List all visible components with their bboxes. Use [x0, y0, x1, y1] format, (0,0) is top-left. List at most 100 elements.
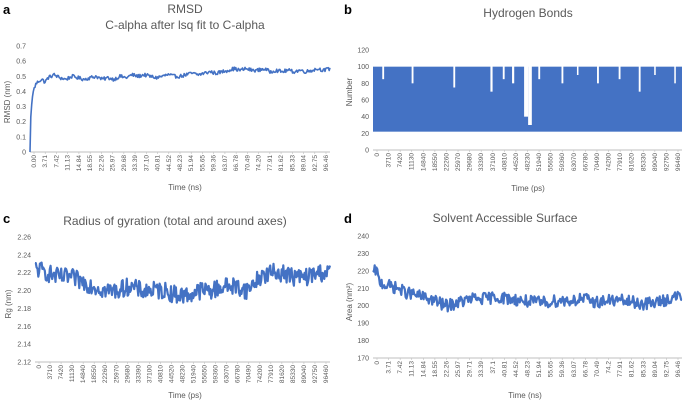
y-tick-label: 2.12: [17, 360, 31, 367]
x-tick-label: 22.26: [443, 361, 450, 378]
x-tick-label: 59.36: [211, 155, 218, 172]
hbond-gap: [502, 66, 505, 80]
panel-b-axes: 0 20 40 60 80 100 120 0 3710 7420 11130 14840 18550 2…: [357, 48, 682, 171]
x-tick-label: 85.33: [289, 155, 296, 172]
panel-b: b Hydrogen Bonds Number Time (ps) 0 20 40 6…: [344, 2, 682, 193]
x-tick-label: 25970: [455, 153, 462, 171]
panel-d-xlabel: Time (ns): [508, 391, 542, 400]
hbond-gap: [528, 66, 532, 125]
x-tick-label: 14840: [80, 365, 87, 383]
series-line: [34, 261, 332, 304]
hbond-gap: [618, 66, 621, 80]
x-tick-label: 92.75: [663, 361, 670, 378]
x-tick-label: 70.49: [244, 155, 251, 172]
y-tick-label: 2.14: [17, 342, 31, 349]
x-tick-label: 7.42: [397, 361, 404, 374]
x-tick-label: 33.39: [132, 155, 139, 172]
panel-b-label: b: [344, 2, 352, 17]
panel-a-subtitle: C-alpha after lsq fit to C-alpha: [105, 18, 265, 32]
panel-d-ylabel: Area (nm²): [345, 283, 354, 322]
x-tick-label: 37.10: [143, 155, 150, 172]
x-tick-label: 81.62: [278, 155, 285, 172]
x-tick-label: 0: [374, 153, 381, 157]
x-tick-label: 40810: [157, 365, 164, 383]
x-tick-label: 48230: [180, 365, 187, 383]
y-tick-label: 0.1: [16, 134, 26, 141]
y-tick-label: 190: [357, 321, 369, 328]
x-tick-label: 11.13: [409, 361, 416, 377]
panel-d-label: d: [344, 211, 352, 226]
x-tick-label: 7420: [397, 153, 404, 168]
y-tick-label: 0.7: [16, 44, 26, 51]
x-tick-label: 29680: [467, 153, 474, 171]
x-tick-label: 77910: [268, 365, 275, 383]
x-tick-label: 66780: [235, 365, 242, 383]
x-tick-label: 96.46: [323, 155, 330, 172]
series-line: [29, 66, 331, 153]
panel-c-label: c: [3, 211, 10, 226]
x-tick-label: 51940: [536, 153, 543, 171]
x-tick-label: 63070: [571, 153, 578, 171]
panel-d: d Solvent Accessible Surface Area (nm²) …: [344, 211, 683, 400]
y-tick-label: 60: [361, 98, 369, 105]
x-tick-label: 51940: [191, 365, 198, 383]
x-tick-label: 66.78: [233, 155, 240, 172]
x-tick-label: 48230: [525, 153, 532, 171]
hbond-gap: [597, 66, 599, 84]
x-tick-label: 37100: [490, 153, 497, 171]
x-tick-label: 37.1: [490, 361, 497, 374]
x-tick-label: 18550: [91, 365, 98, 383]
hbond-gap: [382, 66, 385, 80]
y-tick-label: 230: [357, 251, 369, 258]
x-tick-label: 14.84: [76, 155, 83, 172]
x-tick-label: 89.04: [301, 155, 308, 172]
hbond-gap: [561, 66, 564, 84]
x-tick-label: 92750: [663, 153, 670, 171]
x-tick-label: 18550: [432, 153, 439, 171]
hbond-gap: [638, 66, 641, 92]
x-tick-label: 81.62: [629, 361, 636, 378]
x-tick-label: 63.07: [222, 155, 229, 172]
y-tick-label: 2.18: [17, 306, 31, 313]
x-tick-label: 85330: [290, 365, 297, 383]
x-tick-label: 3.71: [386, 361, 393, 374]
x-tick-label: 33.39: [478, 361, 485, 378]
x-tick-label: 59360: [559, 153, 566, 171]
x-tick-label: 70490: [246, 365, 253, 383]
x-tick-label: 18.55: [87, 155, 94, 172]
y-tick-label: 0.6: [16, 59, 26, 66]
panel-a-title: RMSD: [167, 2, 203, 16]
hbond-gap: [411, 66, 414, 84]
x-tick-label: 85.33: [640, 361, 647, 378]
hbond-gap: [490, 66, 493, 92]
y-tick-label: 20: [361, 131, 369, 138]
y-tick-label: 80: [361, 81, 369, 88]
y-tick-label: 180: [357, 338, 369, 345]
x-tick-label: 11130: [69, 365, 76, 382]
y-tick-label: 120: [357, 48, 369, 55]
x-tick-label: 92.75: [312, 155, 319, 172]
hbond-gap: [524, 66, 529, 117]
panel-a-label: a: [3, 2, 11, 17]
x-tick-label: 25.97: [110, 155, 117, 172]
y-tick-label: 0: [22, 150, 26, 157]
x-tick-label: 22.26: [98, 155, 105, 172]
x-tick-label: 85330: [640, 153, 647, 171]
y-tick-label: 200: [357, 303, 369, 310]
x-tick-label: 51.94: [536, 361, 543, 378]
x-tick-label: 66.78: [582, 361, 589, 378]
y-tick-label: 0.2: [16, 119, 26, 126]
panel-a-ylabel: RMSD (nm): [3, 81, 12, 124]
panel-b-plot: [373, 66, 682, 132]
y-tick-label: 2.16: [17, 324, 31, 331]
x-tick-label: 37100: [146, 365, 153, 383]
x-tick-label: 74.20: [256, 155, 263, 172]
x-tick-label: 3710: [386, 153, 393, 168]
y-tick-label: 2.22: [17, 270, 31, 277]
hbond-gap: [512, 66, 515, 84]
x-tick-label: 29.68: [121, 155, 128, 172]
x-tick-label: 70.49: [594, 361, 601, 378]
x-tick-label: 77.91: [617, 361, 624, 378]
y-tick-label: 100: [357, 64, 369, 71]
x-tick-label: 29.71: [467, 361, 474, 378]
